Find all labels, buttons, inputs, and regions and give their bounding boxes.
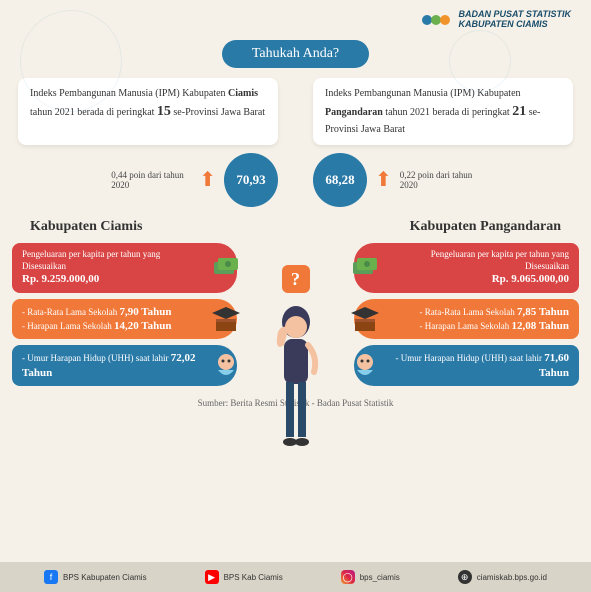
stat-uhh-ciamis: - Umur Harapan Hidup (UHH) saat lahir 72… [12, 345, 237, 386]
money-icon [210, 252, 242, 284]
ipm-box-ciamis: Indeks Pembangunan Manusia (IPM) Kabupat… [18, 78, 278, 145]
thinking-person-icon [256, 297, 336, 457]
footer: f BPS Kabupaten Ciamis ▶ BPS Kab Ciamis … [0, 562, 591, 592]
ipm-box-pangandaran: Indeks Pembangunan Manusia (IPM) Kabupat… [313, 78, 573, 145]
stat-value: 7,85 Tahun [517, 306, 569, 318]
score-delta: 0,44 poin dari tahun 2020 [111, 170, 191, 190]
footer-facebook[interactable]: f BPS Kabupaten Ciamis [44, 570, 147, 584]
stat-sekolah-pangandaran: - Rata-Rata Lama Sekolah 7,85 Tahun - Ha… [354, 299, 579, 340]
stat-pengeluaran-ciamis: Pengeluaran per kapita per tahun yang Di… [12, 243, 237, 293]
title-banner: Tahukah Anda? [222, 40, 369, 68]
youtube-icon: ▶ [205, 570, 219, 584]
stat-label: Pengeluaran per kapita per tahun yang Di… [389, 249, 569, 272]
footer-youtube[interactable]: ▶ BPS Kab Ciamis [205, 570, 283, 584]
footer-label: BPS Kabupaten Ciamis [63, 573, 147, 582]
stat-value: 12,08 Tahun [512, 320, 569, 332]
ipm-text: Indeks Pembangunan Manusia (IPM) Kabupat… [30, 88, 228, 99]
ipm-rank: 21 [512, 104, 526, 119]
graduation-icon [349, 303, 381, 335]
ipm-text: tahun 2021 berada di peringkat [30, 107, 157, 118]
footer-instagram[interactable]: ◯ bps_ciamis [341, 570, 400, 584]
ipm-rank: 15 [157, 104, 171, 119]
header: BADAN PUSAT STATISTIK KABUPATEN CIAMIS [0, 0, 591, 35]
score-ciamis: 0,44 poin dari tahun 2020 ⬆ 70,93 [18, 153, 278, 207]
footer-label: BPS Kab Ciamis [224, 573, 283, 582]
footer-label: ciamiskab.bps.go.id [477, 573, 547, 582]
instagram-icon: ◯ [341, 570, 355, 584]
score-row: 0,44 poin dari tahun 2020 ⬆ 70,93 68,28 … [0, 145, 591, 207]
facebook-icon: f [44, 570, 58, 584]
stat-value: 71,60 Tahun [539, 352, 569, 378]
region-titles: Kabupaten Ciamis Kabupaten Pangandaran [0, 207, 591, 243]
stat-pengeluaran-pangandaran: Pengeluaran per kapita per tahun yang Di… [354, 243, 579, 293]
ipm-region: Ciamis [228, 88, 258, 99]
score-delta: 0,22 poin dari tahun 2020 [400, 170, 480, 190]
region-title-left: Kabupaten Ciamis [30, 219, 142, 235]
stat-value: 7,90 Tahun [119, 306, 171, 318]
stat-value: 14,20 Tahun [114, 320, 171, 332]
ipm-text: tahun 2021 berada di peringkat [383, 107, 512, 118]
bps-logo-icon [421, 10, 451, 30]
ipm-text: Indeks Pembangunan Manusia (IPM) Kabupat… [325, 88, 521, 99]
graduation-icon [210, 303, 242, 335]
score-value: 68,28 [313, 153, 367, 207]
footer-label: bps_ciamis [360, 573, 400, 582]
ipm-text: se-Provinsi Jawa Barat [171, 107, 265, 118]
region-title-right: Kabupaten Pangandaran [410, 219, 561, 235]
ipm-region: Pangandaran [325, 107, 383, 118]
question-mark-icon: ? [282, 265, 310, 293]
baby-icon [349, 350, 381, 382]
ipm-row: Indeks Pembangunan Manusia (IPM) Kabupat… [0, 78, 591, 145]
stat-value: Rp. 9.065.000,00 [389, 272, 569, 286]
globe-icon: ⊕ [458, 570, 472, 584]
stat-uhh-pangandaran: - Umur Harapan Hidup (UHH) saat lahir 71… [354, 345, 579, 386]
score-pangandaran: 68,28 ⬆ 0,22 poin dari tahun 2020 [313, 153, 573, 207]
stat-label: - Harapan Lama Sekolah [22, 321, 112, 331]
footer-website[interactable]: ⊕ ciamiskab.bps.go.id [458, 570, 547, 584]
stat-label: - Umur Harapan Hidup (UHH) saat lahir [22, 353, 168, 363]
stat-label: - Umur Harapan Hidup (UHH) saat lahir [396, 353, 542, 363]
stat-sekolah-ciamis: - Rata-Rata Lama Sekolah 7,90 Tahun - Ha… [12, 299, 237, 340]
stat-value: Rp. 9.259.000,00 [22, 272, 202, 286]
score-value: 70,93 [224, 153, 278, 207]
baby-icon [210, 350, 242, 382]
org-name-2: KABUPATEN CIAMIS [459, 20, 572, 30]
stat-label: - Harapan Lama Sekolah [420, 321, 510, 331]
money-icon [349, 252, 381, 284]
stat-label: - Rata-Rata Lama Sekolah [420, 307, 515, 317]
stat-label: - Rata-Rata Lama Sekolah [22, 307, 117, 317]
center-illustration: ? [246, 265, 346, 462]
stat-label: Pengeluaran per kapita per tahun yang Di… [22, 249, 202, 272]
arrow-up-icon: ⬆ [375, 173, 392, 187]
arrow-up-icon: ⬆ [199, 173, 216, 187]
